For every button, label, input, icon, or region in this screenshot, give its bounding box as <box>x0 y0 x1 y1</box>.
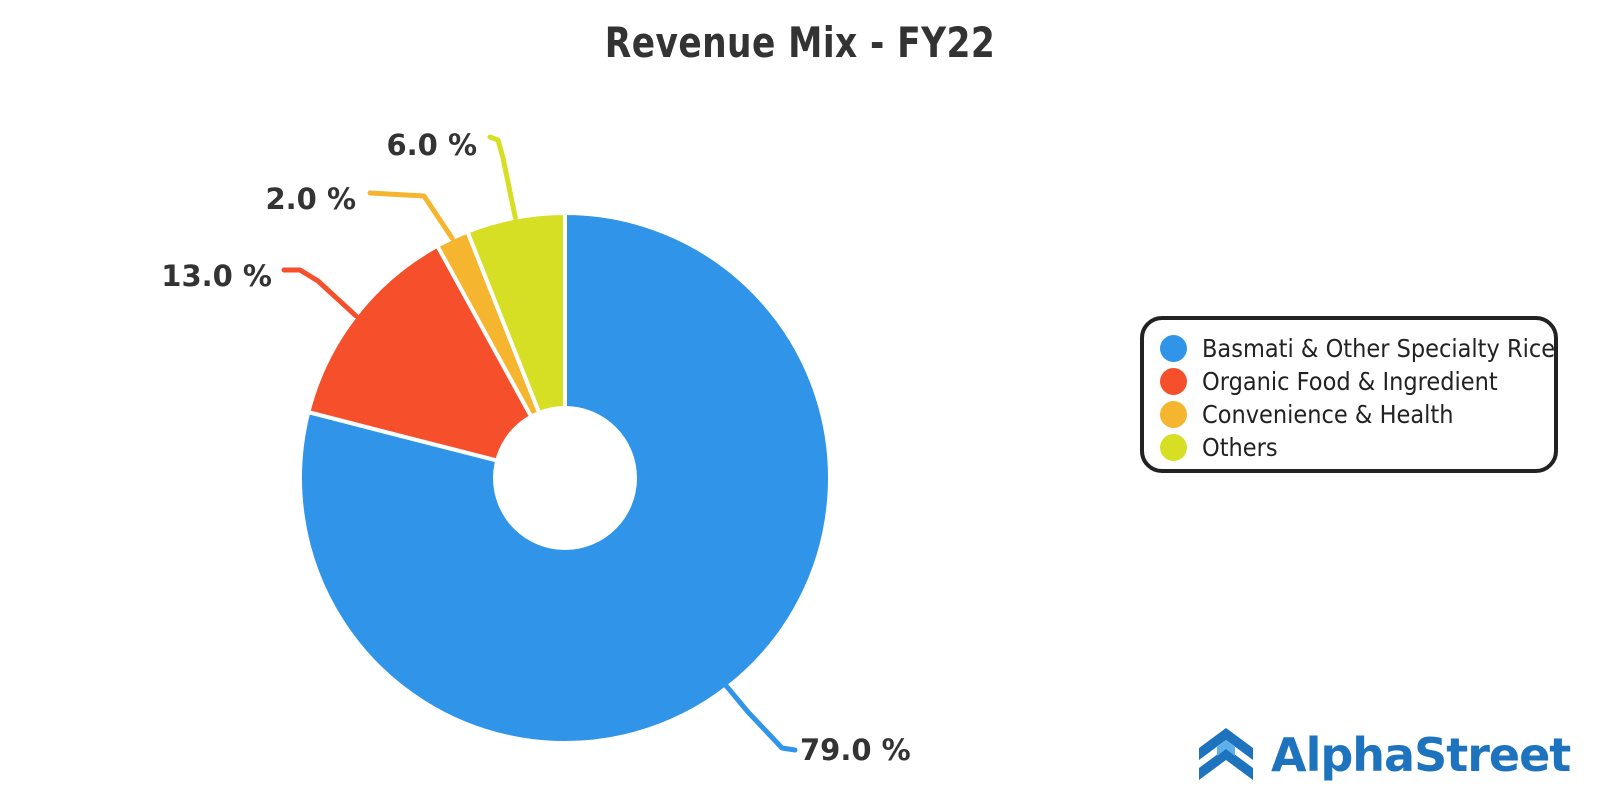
legend-item-2: Organic Food & Ingredient <box>1160 365 1554 398</box>
legend-label-1: Basmati & Other Specialty Rice <box>1202 334 1556 363</box>
legend-label-3: Convenience & Health <box>1202 400 1454 429</box>
legend-item-3: Convenience & Health <box>1160 398 1554 431</box>
data-label-4: 6.0 % <box>386 128 477 162</box>
leader-line-3 <box>367 190 455 241</box>
donut-hole <box>493 406 637 550</box>
legend-item-4: Others <box>1160 431 1554 464</box>
legend-swatch-3 <box>1160 401 1187 428</box>
leader-lines <box>281 134 798 753</box>
data-labels: 79.0 % 13.0 % 2.0 % 6.0 % <box>161 128 910 767</box>
alphastreet-logo-icon <box>1199 728 1253 780</box>
data-label-3: 2.0 % <box>265 182 356 216</box>
legend-swatch-1 <box>1160 335 1187 362</box>
leader-line-4 <box>487 134 518 221</box>
leader-line-1 <box>723 682 798 753</box>
legend-label-2: Organic Food & Ingredient <box>1202 367 1498 396</box>
legend-swatch-4 <box>1160 434 1187 461</box>
pie-slices <box>298 211 832 745</box>
data-label-1: 79.0 % <box>800 733 911 767</box>
chart-title: Revenue Mix - FY22 <box>604 18 996 67</box>
brand: AlphaStreet <box>1195 720 1571 790</box>
legend: Basmati & Other Specialty Rice Organic Fo… <box>1140 316 1558 473</box>
legend-label-4: Others <box>1202 433 1278 462</box>
brand-name: AlphaStreet <box>1271 728 1571 782</box>
leader-line-2 <box>281 267 359 319</box>
legend-item-1: Basmati & Other Specialty Rice <box>1160 332 1556 365</box>
data-label-2: 13.0 % <box>161 259 272 293</box>
legend-swatch-2 <box>1160 368 1187 395</box>
